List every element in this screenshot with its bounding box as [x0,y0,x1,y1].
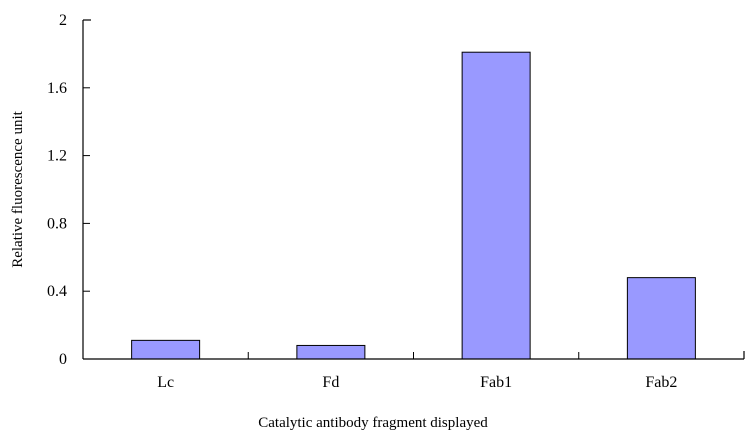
y-tick-label: 1.2 [47,148,67,165]
x-tick-label-fd: Fd [322,374,339,391]
x-tick-label-fab2: Fab2 [645,374,677,391]
y-tick-label: 0 [59,351,67,368]
x-tick-label-lc: Lc [157,374,174,391]
x-tick-label-fab1: Fab1 [480,374,512,391]
bar-lc [131,339,201,360]
y-tick-label: 1.6 [47,80,67,97]
bar-fd [296,344,366,360]
y-tick-label: 0.8 [47,215,67,232]
y-tick-label: 0.4 [47,283,67,300]
bars-group [131,51,696,360]
y-axis-title: Relative fluorescence unit [10,110,26,267]
x-axis-ticks: Lc Fd Fab1 Fab2 [82,352,745,391]
bar-fab2 [626,277,696,360]
bar-fab1 [461,51,531,360]
y-tick-label: 2 [59,12,67,29]
x-axis-title: Catalytic antibody fragment displayed [258,415,488,431]
